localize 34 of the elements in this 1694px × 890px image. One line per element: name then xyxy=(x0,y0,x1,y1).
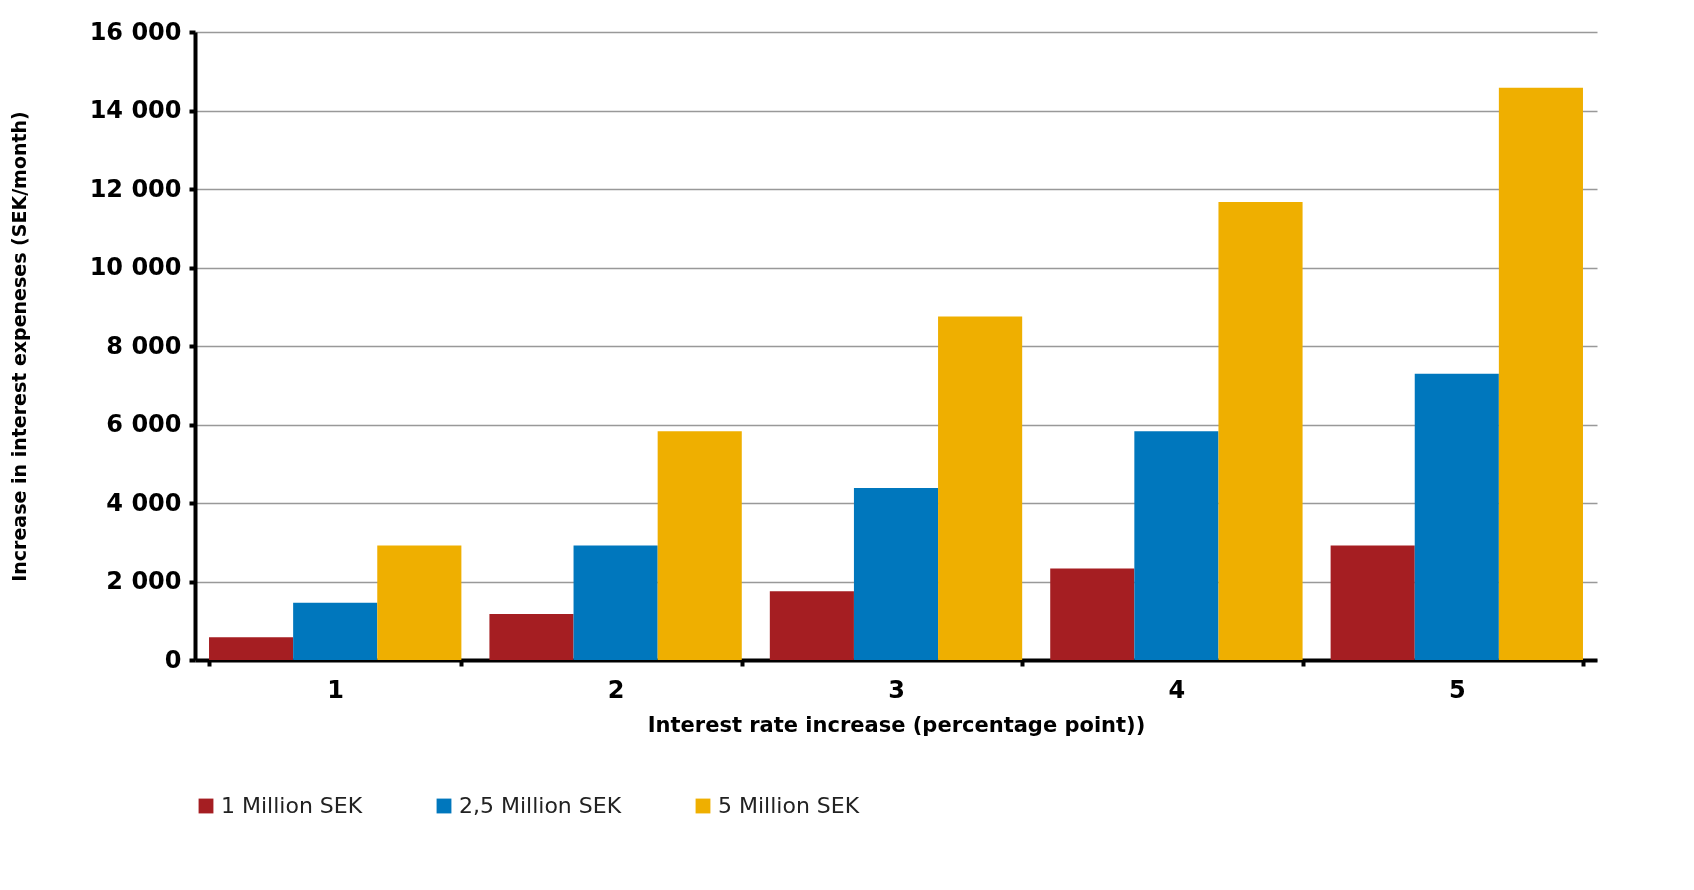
x-tick-label: 5 xyxy=(1448,675,1466,704)
bar xyxy=(209,637,294,660)
bar xyxy=(573,545,658,660)
bar xyxy=(1218,201,1303,660)
bar xyxy=(377,545,462,660)
x-tick-label: 4 xyxy=(1168,675,1186,704)
y-tick-label: 10 000 xyxy=(89,253,182,281)
legend-label: 5 Million SEK xyxy=(718,793,860,818)
x-tick-label: 2 xyxy=(607,675,625,704)
y-tick-label: 4 000 xyxy=(106,488,182,517)
bar xyxy=(657,431,742,660)
legend-label: 1 Million SEK xyxy=(221,793,363,818)
y-tick-label: 12 000 xyxy=(89,174,182,203)
y-tick-label: 0 xyxy=(164,645,182,674)
bar xyxy=(769,591,854,660)
bar xyxy=(489,614,574,660)
bar xyxy=(1330,545,1415,660)
x-axis-title: Interest rate increase (percentage point)) xyxy=(647,712,1146,737)
y-tick-label: 6 000 xyxy=(106,410,182,438)
y-tick-label: 8 000 xyxy=(106,331,182,360)
bar xyxy=(1134,431,1219,660)
bar xyxy=(1050,568,1135,660)
bar xyxy=(853,488,939,660)
y-tick-label: 14 000 xyxy=(89,96,182,124)
bar xyxy=(938,316,1023,660)
bar xyxy=(1414,373,1499,660)
x-tick-label: 1 xyxy=(327,675,345,704)
legend-label: 2,5 Million SEK xyxy=(459,793,622,818)
y-tick-label: 16 000 xyxy=(89,17,182,46)
bar xyxy=(1498,87,1583,660)
y-tick-label: 2 000 xyxy=(106,567,182,595)
bar xyxy=(293,602,378,660)
x-tick-label: 3 xyxy=(888,675,905,704)
y-axis-title: Increase in interest expeneses (SEK/month) xyxy=(7,111,30,582)
